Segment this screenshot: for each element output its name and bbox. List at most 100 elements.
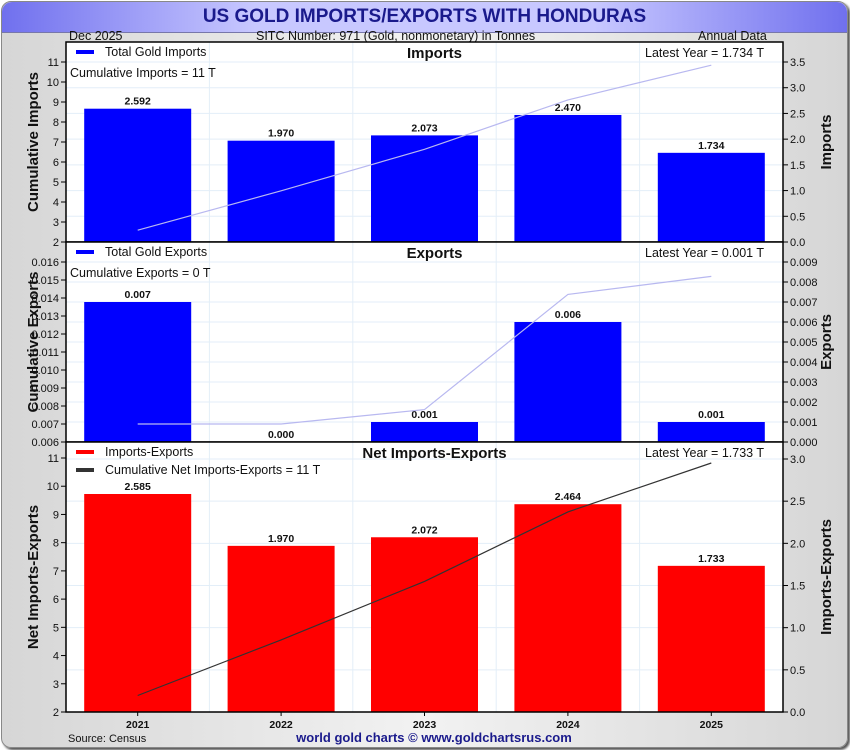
exports-panel-title: Exports xyxy=(407,245,463,262)
exports-left-tick-label: 0.007 xyxy=(31,419,59,431)
title-bar: US GOLD IMPORTS/EXPORTS WITH HONDURAS xyxy=(2,2,847,33)
net-right-tick-label: 2.5 xyxy=(790,496,805,508)
chart-title: US GOLD IMPORTS/EXPORTS WITH HONDURAS xyxy=(202,6,647,27)
imports-right-tick-label: 3.0 xyxy=(790,83,805,95)
net-bar-label: 1.733 xyxy=(698,553,724,565)
imports-cumulative-line xyxy=(137,64,712,231)
net-left-tick-label: 5 xyxy=(53,622,59,634)
imports-bar-label: 2.592 xyxy=(125,96,151,108)
net-bar-label: 1.970 xyxy=(268,533,294,545)
exports-cumulative-total: Cumulative Exports = 0 T xyxy=(70,266,211,280)
imports-bar-label: 1.734 xyxy=(698,140,724,152)
exports-bar-label: 0.001 xyxy=(411,409,437,421)
exports-right-tick-label: 0.006 xyxy=(790,317,818,329)
imports-left-tick-label: 2 xyxy=(53,237,59,249)
exports-legend-swatch xyxy=(76,250,94,254)
imports-bar xyxy=(657,152,765,242)
exports-left-tick-label: 0.013 xyxy=(31,311,59,323)
exports-bar xyxy=(371,422,478,442)
exports-latest-year: Latest Year = 0.001 T xyxy=(645,246,764,260)
net-legend-swatch xyxy=(76,468,94,472)
imports-left-tick-label: 5 xyxy=(53,177,59,189)
exports-bar xyxy=(514,322,622,442)
exports-left-tick-label: 0.015 xyxy=(31,275,59,287)
net-bar-label: 2.464 xyxy=(555,491,581,503)
net-left-tick-label: 9 xyxy=(53,509,59,521)
net-legend-label: Imports-Exports xyxy=(105,445,193,459)
net-right-tick-label: 0.0 xyxy=(790,707,805,719)
net-legend-swatch xyxy=(76,450,94,454)
imports-left-tick-label: 6 xyxy=(53,157,59,169)
imports-ylabel-left: Cumulative Imports xyxy=(25,72,42,212)
exports-left-tick-label: 0.014 xyxy=(31,293,59,305)
imports-panel-title: Imports xyxy=(407,45,462,62)
net-latest-year: Latest Year = 1.733 T xyxy=(645,446,764,460)
net-left-tick-label: 2 xyxy=(53,707,59,719)
net-left-tick-label: 11 xyxy=(48,453,59,465)
net-bar-label: 2.585 xyxy=(125,481,151,493)
exports-left-tick-label: 0.012 xyxy=(31,329,59,341)
imports-right-tick-label: 0.0 xyxy=(790,237,805,249)
exports-right-tick-label: 0.003 xyxy=(790,377,818,389)
exports-right-tick-label: 0.005 xyxy=(790,337,818,349)
exports-ylabel-right: Exports xyxy=(818,314,835,370)
exports-left-tick-label: 0.009 xyxy=(31,383,59,395)
exports-legend-label: Total Gold Exports xyxy=(105,245,207,259)
imports-left-tick-label: 9 xyxy=(53,97,59,109)
x-tick-label: 2025 xyxy=(700,719,724,731)
exports-bar xyxy=(84,302,192,442)
exports-left-tick-label: 0.011 xyxy=(32,347,59,359)
exports-right-tick-label: 0.007 xyxy=(790,297,818,309)
exports-left-tick-label: 0.006 xyxy=(31,437,59,449)
imports-right-tick-label: 3.5 xyxy=(790,57,805,69)
exports-bar-label: 0.007 xyxy=(125,289,151,301)
net-bar-label: 2.072 xyxy=(411,524,437,536)
exports-bar-label: 0.000 xyxy=(268,429,294,441)
imports-legend-label: Total Gold Imports xyxy=(105,45,206,59)
net-right-tick-label: 1.5 xyxy=(790,581,805,593)
imports-left-tick-label: 7 xyxy=(53,137,59,149)
net-right-tick-label: 1.0 xyxy=(790,623,805,635)
credit-label: world gold charts © www.goldchartsrus.co… xyxy=(296,730,572,745)
imports-right-tick-label: 0.5 xyxy=(790,211,805,223)
exports-left-tick-label: 0.016 xyxy=(31,257,59,269)
net-right-tick-label: 0.5 xyxy=(790,665,805,677)
net-left-tick-label: 6 xyxy=(53,594,59,606)
net-left-tick-label: 10 xyxy=(47,481,59,493)
source-label: Source: Census xyxy=(68,733,147,745)
x-tick-label: 2021 xyxy=(126,719,150,731)
exports-left-tick-label: 0.008 xyxy=(31,401,59,413)
exports-bar-label: 0.001 xyxy=(698,409,724,421)
net-right-tick-label: 3.0 xyxy=(790,454,805,466)
exports-right-tick-label: 0.000 xyxy=(790,437,818,449)
imports-right-tick-label: 1.5 xyxy=(790,160,805,172)
net-cumulative-line xyxy=(137,462,712,697)
net-ylabel-right: Imports-Exports xyxy=(818,519,835,635)
imports-bar-label: 1.970 xyxy=(268,128,294,140)
imports-bar xyxy=(84,108,192,242)
net-panel-title: Net Imports-Exports xyxy=(362,445,506,462)
x-tick-label: 2022 xyxy=(269,719,293,731)
imports-left-tick-label: 11 xyxy=(48,57,59,69)
net-right-tick-label: 2.0 xyxy=(790,538,805,550)
frequency-label: Annual Data xyxy=(698,29,767,43)
net-left-tick-label: 3 xyxy=(53,679,59,691)
exports-left-tick-label: 0.010 xyxy=(31,365,59,377)
exports-right-tick-label: 0.008 xyxy=(790,277,818,289)
imports-left-tick-label: 8 xyxy=(53,117,59,129)
net-bar xyxy=(657,565,765,712)
imports-ylabel-right: Imports xyxy=(818,114,835,169)
net-left-tick-label: 7 xyxy=(53,566,59,578)
imports-bar xyxy=(371,135,478,242)
net-legend-label: Cumulative Net Imports-Exports = 11 T xyxy=(105,463,321,477)
imports-left-tick-label: 4 xyxy=(53,197,59,209)
exports-ylabel-left: Cumulative Exports xyxy=(25,272,42,413)
exports-right-tick-label: 0.001 xyxy=(790,417,818,429)
net-bar xyxy=(514,504,622,712)
imports-bar-label: 2.470 xyxy=(555,102,581,114)
net-bar xyxy=(227,545,335,712)
imports-bar-label: 2.073 xyxy=(411,122,437,134)
exports-cumulative-line xyxy=(137,275,712,425)
exports-bar-label: 0.006 xyxy=(555,309,581,321)
